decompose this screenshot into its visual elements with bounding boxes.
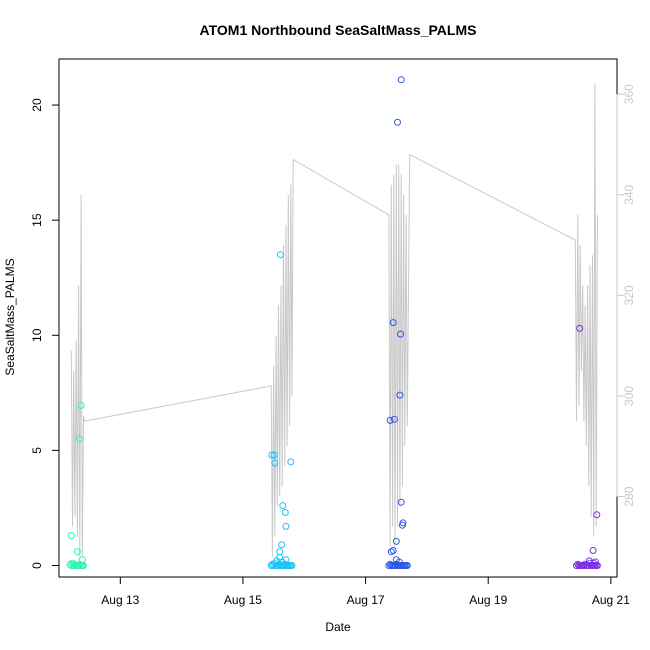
data-point	[399, 519, 407, 527]
data-point	[386, 416, 394, 424]
data-point	[589, 547, 597, 554]
x-tick-label: Aug 13	[101, 593, 139, 607]
x-tick-label: Aug 21	[592, 593, 630, 607]
y-axis-label: SeaSaltMass_PALMS	[3, 258, 17, 375]
data-point	[389, 319, 397, 327]
data-point	[270, 451, 278, 459]
data-point	[282, 556, 290, 564]
y2-tick-label: 300	[622, 386, 636, 406]
x-tick-label: Aug 19	[469, 593, 507, 607]
data-point	[392, 537, 400, 545]
data-point	[278, 558, 286, 566]
data-point	[576, 324, 584, 332]
data-point	[276, 251, 284, 259]
data-point	[77, 402, 85, 409]
data-point	[281, 509, 289, 516]
data-point	[390, 415, 398, 423]
y2-tick-label: 340	[622, 184, 636, 204]
data-point	[397, 498, 405, 506]
y-tick-label: 20	[30, 98, 44, 112]
data-point	[389, 547, 397, 554]
y-tick-label: 10	[30, 328, 44, 342]
data-point	[397, 330, 404, 338]
data-point	[278, 541, 286, 549]
line-layer	[70, 84, 598, 557]
series-line	[70, 84, 598, 557]
data-point	[397, 76, 405, 84]
data-point	[268, 451, 276, 459]
point-layer	[66, 76, 601, 569]
x-tick-label: Aug 17	[347, 593, 385, 607]
y2-tick-label: 320	[622, 285, 636, 305]
data-point	[288, 562, 296, 569]
data-point	[580, 562, 588, 569]
data-point	[271, 459, 279, 467]
y-tick-label: 5	[30, 447, 44, 454]
y2-tick-label: 360	[622, 84, 636, 104]
chart-title: ATOM1 Northbound SeaSaltMass_PALMS	[200, 22, 477, 38]
data-point	[75, 562, 83, 569]
data-point	[387, 548, 395, 556]
y-tick-label: 0	[30, 562, 44, 569]
data-point	[75, 435, 83, 443]
data-point	[395, 558, 403, 566]
data-point	[593, 562, 601, 569]
data-point	[396, 391, 404, 399]
axis-layer: Aug 13 Aug 15 Aug 17 Aug 19 Aug 21 0 5 10 15 20 28…	[30, 84, 636, 607]
data-point	[279, 502, 287, 510]
plot-frame	[58, 58, 618, 578]
data-point	[67, 532, 75, 540]
data-point	[403, 562, 411, 569]
data-point	[592, 558, 599, 566]
y-tick-label: 15	[30, 213, 44, 227]
data-point	[593, 511, 601, 519]
data-point	[73, 548, 81, 556]
x-tick-label: Aug 15	[224, 593, 262, 607]
data-point	[276, 548, 284, 556]
y2-tick-label: 280	[622, 486, 636, 506]
data-point	[287, 458, 295, 466]
data-point	[282, 522, 290, 530]
data-point	[590, 559, 598, 567]
data-point	[78, 556, 86, 564]
x-axis-label: Date	[325, 620, 351, 634]
data-point	[394, 118, 401, 126]
